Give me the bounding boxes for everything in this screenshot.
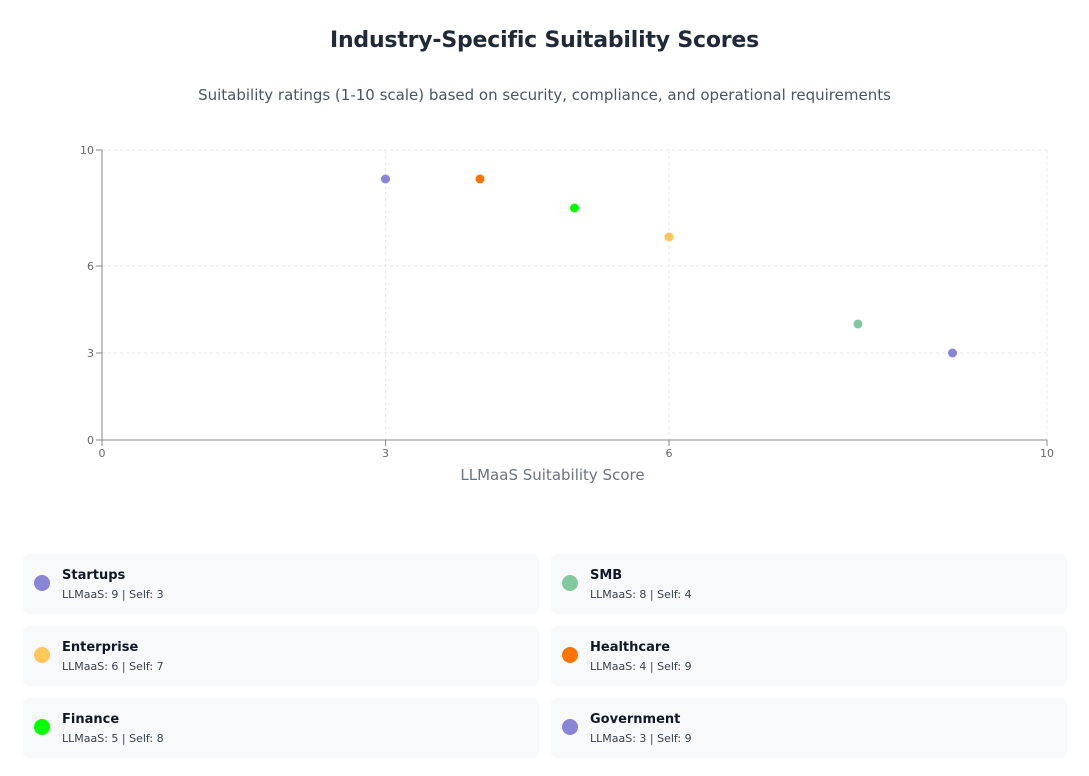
legend-dot-icon	[34, 575, 50, 591]
legend-name: Finance	[62, 712, 120, 727]
data-point-smb	[853, 319, 863, 329]
scatter-chart: 0 3 6 10 0 3 6 10 LLMaaS Suitability Score Self-H…	[39, 134, 1054, 484]
x-tick-label: 6	[666, 447, 673, 460]
legend-card-government: Government LLMaaS: 3 | Self: 9	[551, 698, 1067, 758]
legend-card-finance: Finance LLMaaS: 5 | Self: 8	[23, 698, 539, 758]
y-axis-title: Self-Hosted Suitability Score	[39, 134, 57, 346]
legend-scores: LLMaaS: 5 | Self: 8	[62, 732, 164, 745]
data-point-startups	[948, 348, 957, 358]
legend-name: Government	[590, 712, 681, 727]
legend-dot-icon	[562, 647, 578, 663]
legend-scores: LLMaaS: 3 | Self: 9	[590, 732, 692, 745]
data-point-finance	[570, 203, 579, 213]
legend-dot-icon	[34, 719, 50, 735]
legend-card-smb: SMB LLMaaS: 8 | Self: 4	[551, 554, 1067, 614]
data-point-enterprise	[664, 232, 674, 242]
legend-card-startups: Startups LLMaaS: 9 | Self: 3	[23, 554, 539, 614]
legend-scores: LLMaaS: 8 | Self: 4	[590, 588, 692, 601]
y-tick-label: 6	[87, 260, 94, 273]
legend-scores: LLMaaS: 6 | Self: 7	[62, 660, 164, 673]
x-tick-label: 0	[99, 447, 106, 460]
legend-name: SMB	[590, 568, 623, 583]
legend: Startups LLMaaS: 9 | Self: 3 SMB LLMaaS:…	[23, 554, 1067, 758]
y-tick-label: 10	[80, 144, 94, 157]
legend-name: Healthcare	[590, 640, 671, 655]
legend-name: Enterprise	[62, 640, 139, 655]
y-tick-label: 0	[87, 434, 94, 447]
legend-dot-icon	[34, 647, 50, 663]
legend-card-healthcare: Healthcare LLMaaS: 4 | Self: 9	[551, 626, 1067, 686]
chart-subtitle: Suitability ratings (1-10 scale) based o…	[198, 86, 891, 104]
data-point-healthcare	[475, 174, 485, 184]
legend-scores: LLMaaS: 4 | Self: 9	[590, 660, 692, 673]
legend-dot-icon	[562, 719, 578, 735]
legend-name: Startups	[62, 568, 126, 583]
y-tick-label: 3	[87, 347, 94, 360]
legend-dot-icon	[562, 575, 578, 591]
x-tick-label: 10	[1040, 447, 1054, 460]
legend-card-enterprise: Enterprise LLMaaS: 6 | Self: 7	[23, 626, 539, 686]
data-point-government	[381, 174, 390, 184]
x-tick-label: 3	[382, 447, 389, 460]
legend-scores: LLMaaS: 9 | Self: 3	[62, 588, 164, 601]
chart-title: Industry-Specific Suitability Scores	[329, 28, 760, 53]
x-axis-title: LLMaaS Suitability Score	[460, 466, 644, 484]
